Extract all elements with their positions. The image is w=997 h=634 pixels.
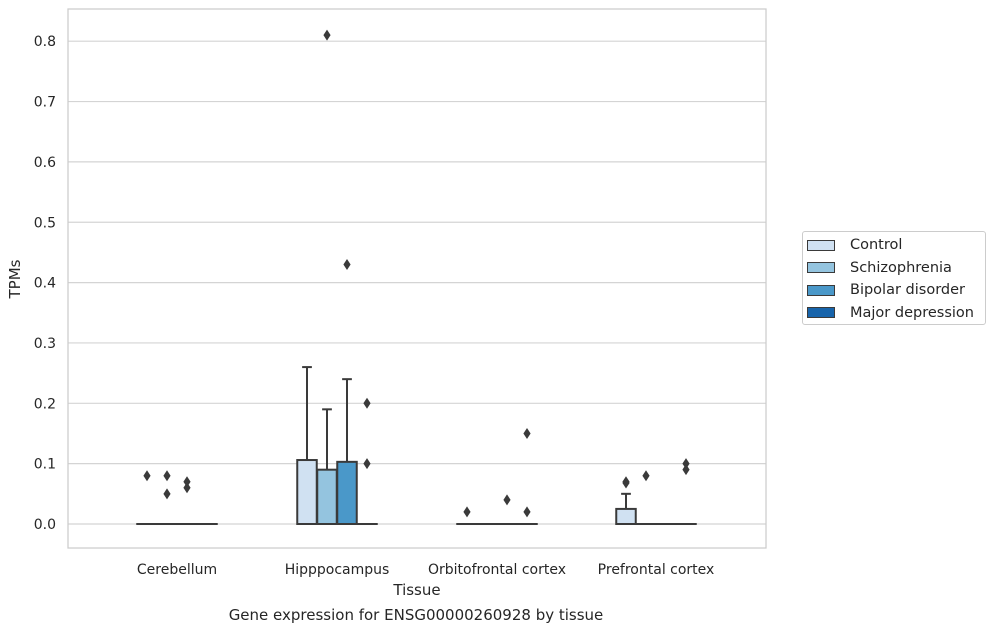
outlier-point bbox=[642, 470, 650, 482]
x-tick-label: Cerebellum bbox=[137, 562, 217, 578]
legend-label-schizophrenia: Schizophrenia bbox=[850, 259, 952, 276]
legend-swatch-schizophrenia bbox=[807, 262, 835, 273]
y-tick-label: 0.6 bbox=[34, 155, 56, 171]
outlier-point bbox=[183, 482, 191, 494]
y-tick-label: 0.8 bbox=[34, 34, 56, 50]
outlier-point bbox=[363, 458, 371, 470]
y-tick-label: 0.1 bbox=[34, 457, 56, 473]
legend-label-bipolar-disorder: Bipolar disorder bbox=[850, 282, 965, 298]
box bbox=[615, 507, 637, 526]
legend-item-major-depression: Major depression bbox=[807, 303, 974, 323]
outlier-point bbox=[682, 458, 690, 470]
x-tick-labels: Cerebellum Hipppocampus Orbitofrontal cort… bbox=[137, 562, 714, 578]
plot-frame bbox=[67, 8, 767, 549]
legend-item-control: Control bbox=[807, 235, 902, 255]
x-tick-label: Prefrontal cortex bbox=[598, 562, 715, 578]
box bbox=[316, 468, 338, 525]
box bbox=[336, 460, 358, 526]
legend-item-bipolar-disorder: Bipolar disorder bbox=[807, 280, 965, 300]
y-tick-label: 0.5 bbox=[34, 215, 56, 231]
outlier-point bbox=[523, 506, 531, 518]
box-plot-marks bbox=[136, 366, 697, 526]
outlier-point bbox=[323, 29, 331, 41]
outlier-point bbox=[343, 258, 351, 270]
outlier-point bbox=[682, 464, 690, 476]
y-tick-labels: 0.0 0.1 0.2 0.3 0.4 0.5 0.6 0.7 0.8 bbox=[34, 34, 56, 533]
legend-item-schizophrenia: Schizophrenia bbox=[807, 258, 952, 278]
legend: Control Schizophrenia Bipolar disorder M… bbox=[802, 231, 986, 325]
chart-caption: Gene expression for ENSG00000260928 by t… bbox=[228, 606, 604, 624]
x-tick-label: Orbitofrontal cortex bbox=[428, 562, 566, 578]
y-tick-label: 0.0 bbox=[34, 517, 56, 533]
outlier-point bbox=[622, 477, 630, 489]
legend-label-control: Control bbox=[850, 237, 903, 253]
legend-swatch-control bbox=[807, 239, 835, 251]
x-tick-label: Hipppocampus bbox=[285, 562, 390, 578]
outlier-points bbox=[143, 29, 690, 518]
y-tick-label: 0.2 bbox=[34, 396, 56, 412]
y-tick-label: 0.3 bbox=[34, 336, 56, 352]
y-tick-label: 0.7 bbox=[34, 95, 56, 111]
legend-swatch-bipolar-disorder bbox=[807, 284, 835, 296]
outlier-point bbox=[163, 488, 171, 500]
y-tick-label: 0.4 bbox=[34, 276, 56, 292]
legend-label-major-depression: Major depression bbox=[850, 304, 974, 321]
outlier-point bbox=[143, 470, 151, 482]
legend-swatch-major-depression bbox=[807, 307, 835, 318]
y-gridlines bbox=[68, 40, 766, 525]
outlier-point bbox=[163, 470, 171, 482]
outlier-point bbox=[183, 476, 191, 488]
x-axis-label: Tissue bbox=[392, 581, 440, 599]
y-axis-label: TPMs bbox=[6, 259, 24, 299]
outlier-point bbox=[503, 494, 511, 506]
outlier-point bbox=[463, 506, 471, 518]
outlier-point bbox=[363, 397, 371, 409]
box bbox=[296, 459, 318, 525]
outlier-point bbox=[523, 427, 531, 439]
